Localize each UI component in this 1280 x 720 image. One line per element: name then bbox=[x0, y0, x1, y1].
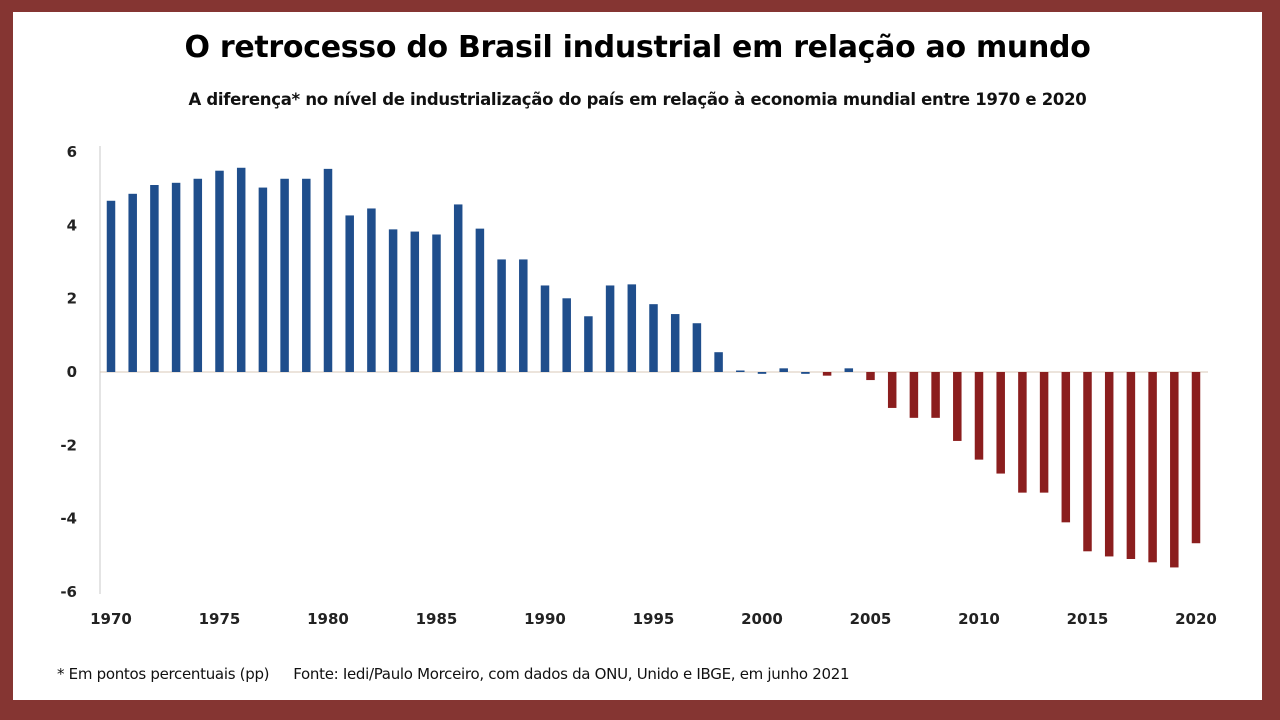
bar-1997 bbox=[692, 323, 702, 372]
bar-1981 bbox=[345, 215, 354, 372]
bar-1995 bbox=[649, 304, 658, 372]
bar-1975 bbox=[215, 170, 224, 372]
x-tick-label: 1975 bbox=[199, 610, 241, 628]
bar-2018 bbox=[1148, 372, 1157, 563]
chart-title: O retrocesso do Brasil industrial em rel… bbox=[184, 30, 1091, 65]
y-tick-label: 0 bbox=[67, 363, 77, 381]
bar-1970 bbox=[106, 200, 116, 372]
bar-1993 bbox=[605, 285, 615, 372]
bar-1998 bbox=[714, 352, 723, 372]
y-tick-label: 2 bbox=[67, 290, 77, 308]
x-tick-label: 1970 bbox=[90, 610, 132, 628]
bar-1992 bbox=[584, 316, 593, 372]
bar-1972 bbox=[150, 185, 159, 372]
footnote: * Em pontos percentuais (pp) bbox=[57, 665, 270, 683]
bar-1982 bbox=[367, 208, 376, 372]
bar-2000 bbox=[757, 372, 767, 374]
y-tick-label: 4 bbox=[67, 216, 77, 234]
y-tick-label: -2 bbox=[60, 436, 77, 454]
bar-1974 bbox=[193, 178, 203, 372]
bar-2003 bbox=[822, 372, 832, 376]
bar-1983 bbox=[388, 229, 398, 372]
bar-1990 bbox=[540, 285, 550, 372]
bar-1971 bbox=[128, 193, 137, 372]
bar-1979 bbox=[302, 178, 311, 372]
bar-1973 bbox=[171, 182, 181, 372]
x-tick-label: 2005 bbox=[850, 610, 892, 628]
bar-2020 bbox=[1191, 372, 1201, 544]
bar-1991 bbox=[562, 298, 571, 372]
bar-2017 bbox=[1126, 372, 1136, 559]
y-tick-label: -4 bbox=[60, 510, 77, 528]
bar-1988 bbox=[497, 259, 506, 372]
bar-2016 bbox=[1104, 372, 1114, 557]
bar-1977 bbox=[258, 187, 268, 372]
bar-2008 bbox=[931, 372, 940, 418]
bar-2002 bbox=[801, 372, 810, 374]
bar-2006 bbox=[887, 372, 897, 408]
chart-footer: * Em pontos percentuais (pp) Fonte: Iedi/… bbox=[57, 665, 850, 683]
x-axis: 1970 1975 1980 1985 1990 1995 2000 2005 2010 2015… bbox=[90, 610, 1217, 628]
x-tick-label: 1995 bbox=[633, 610, 675, 628]
bar-1996 bbox=[670, 314, 680, 372]
x-tick-label: 1985 bbox=[416, 610, 458, 628]
bar-1985 bbox=[432, 234, 441, 372]
bar-1976 bbox=[236, 167, 246, 372]
bar-2013 bbox=[1039, 372, 1049, 493]
y-tick-label: -6 bbox=[60, 583, 77, 601]
bar-2007 bbox=[909, 372, 919, 418]
bar-2009 bbox=[953, 372, 962, 441]
bar-2004 bbox=[844, 368, 854, 372]
x-tick-label: 2010 bbox=[958, 610, 1000, 628]
bar-2005 bbox=[866, 372, 875, 381]
bar-2014 bbox=[1061, 372, 1071, 523]
bar-1999 bbox=[736, 370, 745, 372]
bar-2011 bbox=[996, 372, 1005, 474]
bar-1994 bbox=[627, 284, 637, 372]
bar-1989 bbox=[519, 259, 528, 372]
bar-2015 bbox=[1083, 372, 1092, 552]
bar-2010 bbox=[974, 372, 984, 460]
bar-1980 bbox=[323, 168, 333, 372]
x-tick-label: 1990 bbox=[524, 610, 566, 628]
x-tick-label: 2000 bbox=[741, 610, 783, 628]
x-tick-label: 2015 bbox=[1067, 610, 1109, 628]
bar-1987 bbox=[475, 228, 485, 372]
source-note: Fonte: Iedi/Paulo Morceiro, com dados da… bbox=[293, 665, 850, 683]
x-tick-label: 2020 bbox=[1175, 610, 1217, 628]
bar-1978 bbox=[280, 178, 289, 372]
bar-1984 bbox=[410, 231, 420, 372]
bar-2012 bbox=[1018, 372, 1027, 493]
bar-2001 bbox=[779, 368, 788, 372]
chart-subtitle: A diferença* no nível de industrializaçã… bbox=[188, 90, 1087, 109]
bar-2019 bbox=[1170, 372, 1179, 568]
y-tick-label: 6 bbox=[67, 143, 77, 161]
x-tick-label: 1980 bbox=[307, 610, 349, 628]
bar-1986 bbox=[453, 204, 463, 372]
bars bbox=[106, 167, 1201, 568]
